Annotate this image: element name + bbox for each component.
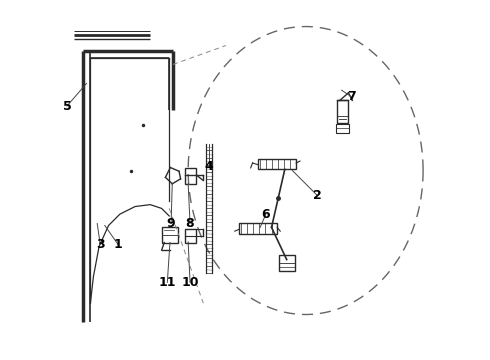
Bar (279, 255, 295, 271)
Bar (185, 229, 196, 243)
Text: 5: 5 (63, 100, 71, 113)
Text: 2: 2 (313, 189, 321, 202)
Bar (239, 223, 277, 234)
Text: 9: 9 (167, 217, 175, 230)
Text: 3: 3 (96, 238, 104, 251)
Text: 10: 10 (181, 276, 199, 289)
Bar (185, 168, 196, 184)
Text: 7: 7 (347, 90, 355, 103)
Text: 4: 4 (205, 160, 213, 173)
Bar (336, 124, 349, 132)
Text: 8: 8 (186, 217, 195, 230)
Bar (258, 159, 296, 170)
Bar (162, 226, 177, 243)
Text: 1: 1 (114, 238, 122, 251)
Text: 6: 6 (262, 208, 270, 221)
Text: 11: 11 (159, 276, 176, 289)
Bar (337, 100, 348, 123)
